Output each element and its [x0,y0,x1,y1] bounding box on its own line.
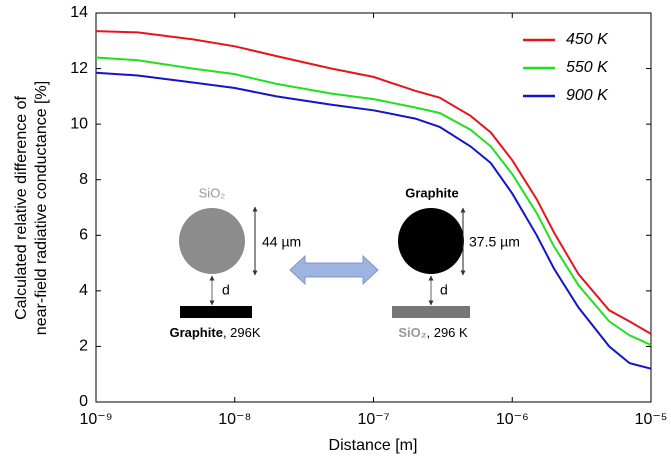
inset: SiO₂ 44 µm d Graphite, 296K Graphite 37.… [169,185,519,340]
inset-label: d [222,282,230,298]
y-tick-label: 4 [79,282,88,299]
y-tick-label: 12 [70,60,88,77]
series-line [95,30,652,335]
inset-label: SiO₂ [199,185,226,200]
inset-label: 44 µm [262,234,301,250]
y-tick-label: 14 [70,4,88,21]
substrate-temp: , 296 K [426,325,468,340]
series-line [95,56,652,346]
legend-label: 900 K [566,87,609,104]
series-line [95,71,652,370]
y-tick-label: 8 [79,171,88,188]
y-tick-label: 10 [70,115,88,132]
sio2-substrate [392,306,470,318]
x-tick-label: 10⁻⁷ [357,411,389,428]
y-axis-label: Calculated relative difference of [13,96,30,320]
inset-label: 37.5 µm [469,234,520,250]
legend-label: 550 K [566,59,609,76]
sio2-particle [179,208,245,274]
inset-label: d [440,282,448,298]
y-axis-label: near-field radiative conductance [%] [33,81,50,335]
inset-label: SiO₂, 296 K [398,325,468,340]
substrate-name: Graphite [169,325,222,340]
inset-label: Graphite, 296K [169,325,260,340]
x-axis-label: Distance [m] [329,437,418,454]
inset-label: Graphite [405,185,458,200]
legend-label: 450 K [566,31,609,48]
x-tick-label: 10⁻⁸ [218,411,251,428]
x-tick-label: 10⁻⁹ [79,411,112,428]
x-tick-label: 10⁻⁵ [635,411,668,428]
exchange-arrow [289,254,379,286]
y-tick-label: 0 [79,393,88,410]
graphite-substrate [180,306,252,318]
graphite-particle [398,208,464,274]
y-tick-label: 2 [79,338,88,355]
x-tick-label: 10⁻⁶ [496,411,529,428]
y-tick-label: 6 [79,227,88,244]
substrate-temp: , 296K [223,325,261,340]
substrate-name: SiO₂ [398,325,426,340]
